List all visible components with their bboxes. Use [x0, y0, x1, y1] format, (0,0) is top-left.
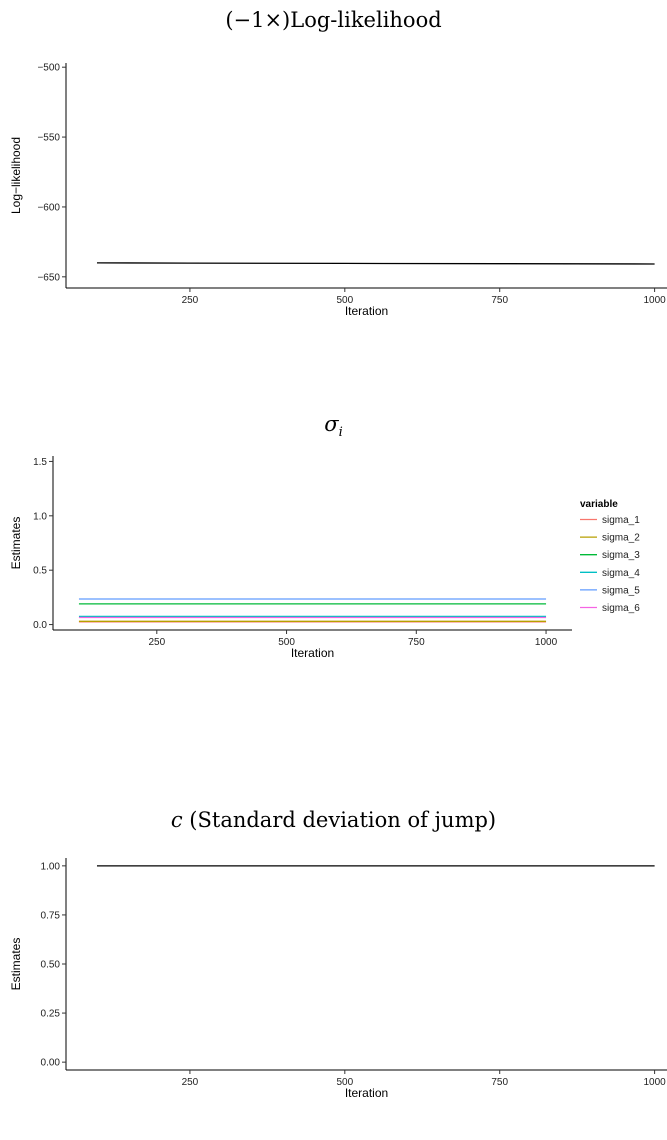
sigma-x-tick-label: 750: [408, 637, 425, 648]
loglik-y-tick-label: −500: [37, 63, 60, 74]
sigma-chart: 250 500 750 1000 0.0 0.5 1.0 1.5 Iteration Estima…: [9, 456, 640, 660]
sigma-title-sub: i: [338, 425, 343, 441]
legend-label-sigma_1: sigma_1: [602, 515, 640, 526]
legend-label-sigma_3: sigma_3: [602, 550, 640, 561]
loglik-y-tick-label: −650: [37, 272, 60, 283]
loglik-chart-title: (−1×)Log-likelihood: [0, 8, 667, 32]
sigma-legend-title: variable: [580, 499, 618, 510]
sigma-x-axis-title: Iteration: [291, 646, 334, 660]
loglik-x-tick-label: 750: [491, 295, 508, 306]
sigma-y-tick-label: 1.0: [33, 511, 47, 522]
sigma-chart-title: σi: [0, 412, 667, 440]
loglik-title-prefix: (−1×): [225, 8, 291, 32]
legend-label-sigma_6: sigma_6: [602, 603, 640, 614]
legend-label-sigma_4: sigma_4: [602, 568, 640, 579]
jump-x-tick-label: 750: [491, 1077, 508, 1088]
jump-y-tick-label: 0.00: [41, 1058, 61, 1069]
loglik-y-tick-label: −550: [37, 133, 60, 144]
sigma-y-tick-label: 1.5: [33, 457, 47, 468]
loglik-y-tick-label: −600: [37, 202, 60, 213]
legend-label-sigma_2: sigma_2: [602, 533, 640, 544]
loglik-chart: 250 500 750 1000 −500 −550 −600 −650 Iteration Lo…: [9, 63, 667, 318]
jump-x-tick-label: 500: [336, 1077, 353, 1088]
loglik-series-line: [96, 262, 655, 265]
jump-y-tick-label: 0.50: [41, 960, 61, 971]
jump-chart: 250 500 750 1000 0.00 0.25 0.50 0.75 1.00 Iterati…: [9, 858, 667, 1100]
sigma-y-axis-title: Estimates: [9, 517, 23, 570]
loglik-x-tick-label: 500: [336, 295, 353, 306]
loglik-x-tick-label: 1000: [643, 295, 666, 306]
jump-title-main: (Standard deviation of jump): [182, 808, 497, 832]
sigma-x-tick-label: 1000: [535, 637, 558, 648]
sigma-x-tick-label: 500: [278, 637, 295, 648]
jump-y-tick-label: 0.75: [41, 910, 61, 921]
jump-title-var: c: [170, 808, 183, 832]
sigma-y-tick-label: 0.0: [33, 620, 47, 631]
jump-x-tick-label: 1000: [643, 1077, 666, 1088]
jump-y-tick-label: 0.25: [41, 1009, 61, 1020]
jump-x-axis-title: Iteration: [345, 1086, 388, 1100]
loglik-y-axis-title: Log−likelihood: [9, 137, 23, 214]
legend-label-sigma_5: sigma_5: [602, 585, 640, 596]
jump-y-axis-title: Estimates: [9, 938, 23, 991]
jump-x-tick-label: 250: [182, 1077, 199, 1088]
sigma-y-tick-label: 0.5: [33, 566, 47, 577]
loglik-x-tick-label: 250: [182, 295, 199, 306]
loglik-title-main: Log-likelihood: [290, 8, 442, 32]
jump-y-tick-label: 1.00: [41, 861, 61, 872]
loglik-x-axis-title: Iteration: [345, 304, 388, 318]
jump-chart-title: c (Standard deviation of jump): [0, 808, 667, 832]
sigma-x-tick-label: 250: [148, 637, 165, 648]
sigma-title-main: σ: [324, 412, 339, 436]
